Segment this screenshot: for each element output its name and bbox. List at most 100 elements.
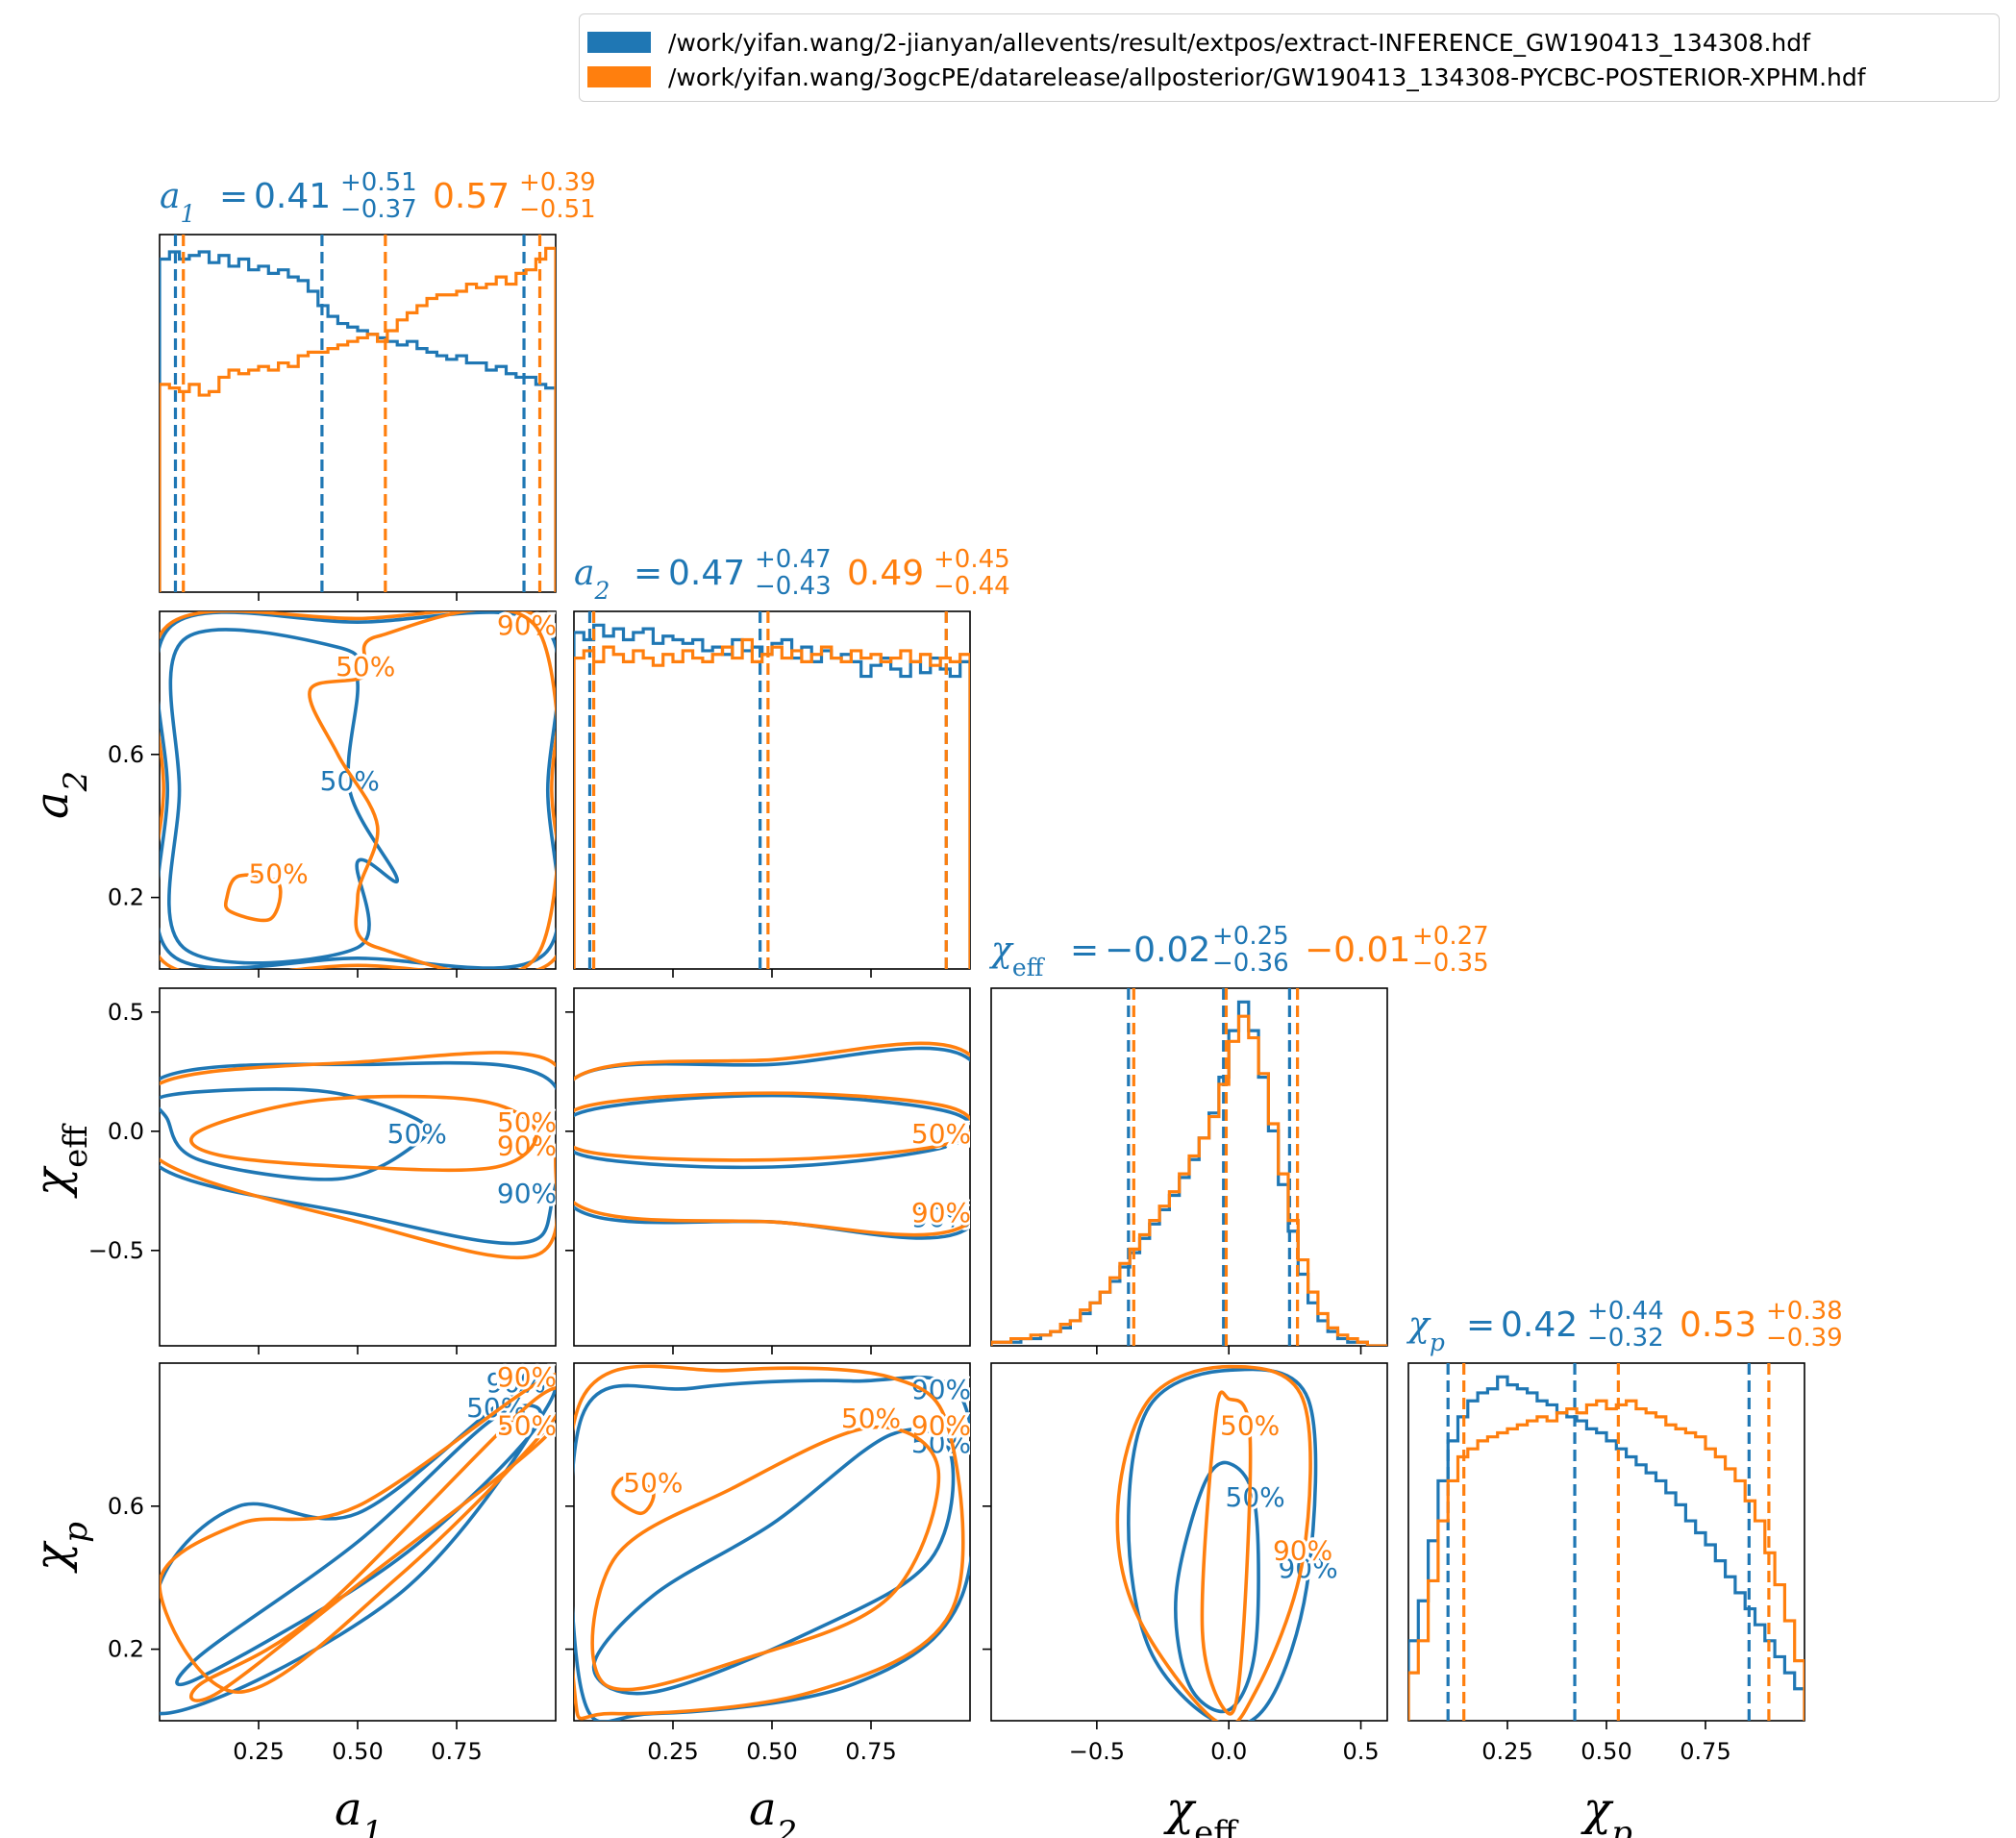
legend-swatch-orange <box>587 66 651 87</box>
title-equals: = <box>219 177 248 216</box>
y-tick-label-chi_p: 0.2 <box>108 1636 144 1663</box>
contour-label-blue-1: 50% <box>1226 1481 1285 1513</box>
contour-label-blue-1: 50% <box>320 765 380 797</box>
contour-orange-50pct-2 <box>610 1476 656 1516</box>
title-minus-orange: −0.35 <box>1412 949 1489 978</box>
x-axis-label-chi_p: χp <box>1580 1782 1632 1838</box>
title-median-blue: 0.41 <box>254 177 331 216</box>
title-plus-blue: +0.44 <box>1587 1297 1664 1326</box>
contours-chi_p_vs_a1: 90%50%90%50% <box>160 1363 557 1716</box>
title-median-orange: −0.01 <box>1305 931 1410 970</box>
contour-orange-50pct-1 <box>308 611 556 969</box>
x-tick-label-a1: 0.50 <box>332 1738 383 1765</box>
title-symbol-a2-text: a2 <box>574 554 610 605</box>
title-symbol-chi_p-text: χp <box>1406 1305 1445 1356</box>
contour-blue-50pct-1 <box>1174 1460 1260 1714</box>
legend-label-orange: /work/yifan.wang/3ogcPE/datarelease/allp… <box>668 62 1866 91</box>
y-axis-label-a2: a2 <box>25 771 95 819</box>
panel-title-chi_p: χp = 0.42 +0.44−0.32 0.53 +0.38−0.39 <box>1406 1297 1843 1356</box>
x-tick-label-chi_eff: −0.5 <box>1069 1738 1125 1765</box>
title-plus-blue: +0.25 <box>1212 922 1289 951</box>
contour-label-orange-0: 90% <box>911 1409 971 1441</box>
title-plus-blue: +0.51 <box>340 168 417 197</box>
contour-label-orange-2: 50% <box>623 1467 683 1499</box>
panel-frame-a2-a2 <box>573 610 971 970</box>
y-tick-label-chi_eff: −0.5 <box>88 1237 144 1264</box>
contour-label-orange-0: 90% <box>911 1197 971 1229</box>
contour-label-blue-0: 90% <box>497 1178 557 1209</box>
contours-chi_eff_vs_a1: 90%50% 90%50% <box>160 1051 557 1260</box>
x-tick-label-a2: 0.75 <box>845 1738 896 1765</box>
x-axis-label-a2-text: a2 <box>749 1782 797 1838</box>
title-minus-blue: −0.36 <box>1212 949 1289 978</box>
x-tick-label-a2: 0.50 <box>746 1738 797 1765</box>
contour-blue-50pct-1 <box>591 1428 956 1696</box>
y-axis-label-chi_p-text: χp <box>25 1522 95 1574</box>
contour-orange-50pct-1 <box>590 1425 941 1692</box>
contour-blue-50pct-1 <box>574 1093 970 1170</box>
legend: /work/yifan.wang/2-jianyan/allevents/res… <box>579 13 2000 102</box>
title-plus-blue: +0.47 <box>755 545 832 574</box>
x-tick-label-chi_p: 0.75 <box>1680 1738 1730 1765</box>
contour-blue-90pct-0 <box>1127 1367 1318 1721</box>
contour-blue-90pct-0 <box>574 1046 970 1240</box>
x-axis-label-a2: a2 <box>749 1782 797 1838</box>
contour-orange-90pct-0 <box>1115 1364 1312 1721</box>
x-tick-label-a2: 0.25 <box>647 1738 698 1765</box>
title-median-orange: 0.53 <box>1680 1305 1756 1345</box>
title-minus-orange: −0.44 <box>933 572 1010 601</box>
panel-title-chi_eff: χeff = −0.02 +0.25−0.36 −0.01 +0.27−0.35 <box>988 922 1489 981</box>
contour-label-blue-1: 50% <box>387 1118 447 1150</box>
histogram-chi_p <box>1408 1363 1804 1721</box>
y-axis-label-a2-text: a2 <box>25 771 95 819</box>
panel-title-a2: a2 = 0.47 +0.47−0.43 0.49 +0.45−0.44 <box>574 545 1010 605</box>
title-equals: = <box>634 554 662 593</box>
contour-label-orange-1: 50% <box>841 1403 901 1434</box>
x-axis-label-a1: a1 <box>335 1782 383 1838</box>
title-symbol-chi_eff-text: χeff <box>988 931 1046 981</box>
hist-step-orange <box>160 246 556 592</box>
hist-step-orange <box>574 637 970 969</box>
contour-orange-50pct-2 <box>223 873 283 923</box>
hist-step-blue <box>160 250 556 592</box>
contour-orange-90pct-0 <box>574 1041 970 1237</box>
title-plus-orange: +0.39 <box>519 168 596 197</box>
title-symbol-chi_p: χp <box>1406 1305 1445 1356</box>
panel-title-a1: a1 = 0.41 +0.51−0.37 0.57 +0.39−0.51 <box>160 168 596 228</box>
contour-blue-50pct-1 <box>167 628 399 965</box>
y-axis-label-chi_eff-text: χeff <box>25 1123 95 1199</box>
x-axis-label-chi_p-text: χp <box>1580 1782 1632 1838</box>
contour-blue-50pct-1 <box>175 1403 543 1687</box>
legend-entry-orange: /work/yifan.wang/3ogcPE/datarelease/allp… <box>587 62 1866 91</box>
title-median-orange: 0.57 <box>433 177 510 216</box>
y-tick-label-a2: 0.6 <box>108 741 144 768</box>
x-tick-label-chi_eff: 0.5 <box>1342 1738 1379 1765</box>
hist-step-blue <box>1408 1375 1804 1721</box>
title-minus-orange: −0.39 <box>1766 1324 1843 1353</box>
title-median-blue: 0.47 <box>668 554 745 593</box>
panel-frame-chi_p-chi_eff <box>990 1362 1388 1722</box>
panel-frame-a1-a1 <box>159 234 557 593</box>
title-minus-blue: −0.32 <box>1587 1324 1664 1353</box>
title-symbol-chi_eff: χeff <box>988 931 1046 981</box>
title-minus-blue: −0.37 <box>340 195 417 224</box>
title-plus-orange: +0.38 <box>1766 1297 1843 1326</box>
histogram-a2 <box>574 611 970 969</box>
contour-label-orange-1: 50% <box>497 1409 557 1441</box>
title-equals: = <box>1070 931 1099 970</box>
legend-entry-blue: /work/yifan.wang/2-jianyan/allevents/res… <box>587 28 1810 57</box>
contour-label-orange-1: 50% <box>1220 1409 1280 1441</box>
histogram-chi_eff <box>991 988 1387 1346</box>
contour-orange-50pct-1 <box>1200 1390 1253 1716</box>
x-tick-label-chi_p: 0.25 <box>1481 1738 1532 1765</box>
contours-chi_p_vs_chi_eff: 90% 50% 90% 50% <box>1115 1364 1341 1721</box>
y-tick-label-chi_eff: 0.5 <box>108 999 144 1026</box>
title-symbol-a1-text: a1 <box>160 177 195 228</box>
y-axis-label-chi_eff: χeff <box>25 1123 95 1199</box>
y-tick-label-chi_eff: 0.0 <box>108 1118 144 1145</box>
contour-label-orange-0: 90% <box>497 1130 557 1162</box>
contour-label-blue-0: 90% <box>911 1202 971 1233</box>
contour-label-orange-0: 90% <box>1273 1535 1332 1567</box>
hist-step-orange <box>1408 1399 1804 1721</box>
y-axis-label-chi_p: χp <box>25 1522 95 1574</box>
